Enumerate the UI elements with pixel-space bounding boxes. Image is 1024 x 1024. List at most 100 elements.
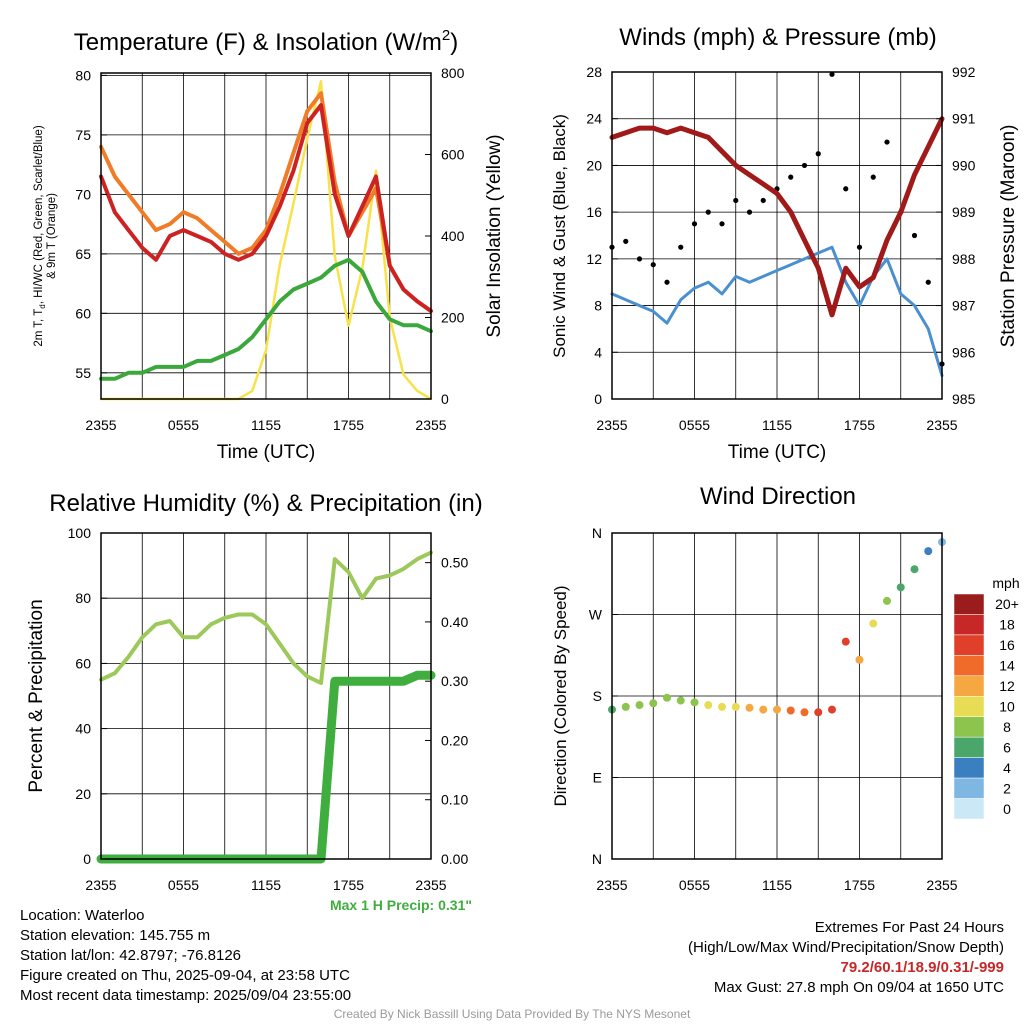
gust-point (636, 256, 643, 262)
y2-tick-label: 0.10 (441, 792, 468, 808)
legend-swatch (953, 777, 985, 799)
y2-tick-label: 992 (952, 64, 976, 80)
legend-label: 6 (1003, 739, 1011, 755)
y-tick-label: N (592, 525, 602, 541)
y2-tick-label: 0.40 (441, 614, 468, 630)
wind-right-ticks: 992 991 990 989 988 987 986 985 (936, 64, 976, 407)
x-tick-label: 2355 (415, 417, 446, 433)
gust-point (746, 209, 753, 215)
direction-point (621, 702, 630, 711)
direction-grid (611, 533, 943, 859)
sonic-wind-line (610, 245, 944, 378)
temperature-ylabel-left-2: & 9m T (Orange) (46, 193, 58, 279)
direction-point (828, 705, 836, 714)
gust-point (870, 174, 876, 180)
gust-point (925, 279, 931, 285)
gust-point (691, 221, 698, 227)
wind-series (609, 71, 945, 378)
x-tick-label: 1155 (251, 877, 281, 893)
temperature-x-ticks: 2355 0555 1155 1755 2355 (85, 417, 446, 433)
extremes-info: Extremes For Past 24 Hours (High/Low/Max… (688, 918, 1004, 998)
direction-point (690, 698, 699, 707)
temperature-title: Temperature (F) & Insolation (W/m2) (74, 27, 458, 56)
y-tick-label: 20 (75, 786, 91, 802)
direction-point (759, 705, 768, 714)
humidity-right-ticks: 0.50 0.40 0.30 0.20 0.10 0.00 (425, 555, 468, 867)
legend-swatch (953, 716, 985, 738)
legend-label: 2 (1003, 780, 1011, 796)
wind-plot-frame (611, 71, 943, 400)
direction-left-ticks: N W S E N (589, 525, 618, 867)
y2-tick-label: 600 (441, 147, 465, 163)
direction-point (704, 701, 713, 710)
direction-point (786, 706, 795, 715)
x-tick-label: 1755 (844, 417, 875, 433)
legend-label: 10 (999, 699, 1015, 715)
y2-tick-label: 985 (952, 391, 976, 407)
y-tick-label: 60 (75, 655, 91, 671)
direction-point (718, 702, 726, 711)
pressure-line (609, 116, 945, 318)
wind-grid (611, 72, 943, 399)
temperature-xlabel: Time (UTC) (217, 442, 316, 463)
recent-timestamp: Most recent data timestamp: 2025/09/04 2… (20, 987, 352, 1004)
x-tick-label: 0555 (679, 877, 710, 893)
gust-point (788, 174, 794, 180)
x-tick-label: 0555 (168, 877, 199, 893)
legend-swatch (953, 736, 985, 758)
x-tick-label: 0555 (168, 417, 199, 433)
legend-label: 8 (1003, 719, 1011, 735)
direction-point (869, 619, 878, 628)
direction-series (608, 538, 946, 717)
direction-point (841, 637, 850, 646)
y2-tick-label: 989 (952, 204, 976, 220)
direction-point (773, 705, 781, 714)
direction-title: Wind Direction (700, 483, 856, 510)
x-tick-label: 1155 (762, 877, 792, 893)
y-tick-label: 100 (68, 525, 92, 541)
gust-point (911, 232, 918, 239)
temperature-panel: Temperature (F) & Insolation (W/m2) 2355… (33, 27, 505, 463)
y2-tick-label: 986 (952, 344, 976, 360)
y2-tick-label: 987 (952, 298, 976, 314)
legend-swatch (953, 675, 985, 697)
temperature-2m-line (99, 103, 433, 313)
credit-line: Created By Nick Bassill Using Data Provi… (333, 1007, 691, 1021)
wind-ylabel-left: Sonic Wind & Gust (Blue, Black) (550, 114, 569, 358)
legend-label: 0 (1003, 801, 1011, 817)
wind-left-ticks: 28 24 20 16 12 8 4 0 (586, 64, 618, 407)
y2-tick-label: 0.50 (441, 555, 468, 571)
y-tick-label: 20 (586, 157, 602, 173)
dewpoint-line (99, 257, 433, 381)
gust-point (678, 244, 684, 250)
temperature-right-ticks: 800 600 400 200 0 (425, 65, 465, 407)
wind-title: Winds (mph) & Pressure (mb) (619, 24, 936, 51)
x-tick-label: 1155 (762, 417, 792, 433)
direction-point (910, 565, 919, 574)
y2-tick-label: 800 (441, 65, 465, 81)
wind-panel: Winds (mph) & Pressure (mb) 2355 0555 1155… (550, 24, 1019, 463)
gust-point (856, 244, 863, 250)
temperature-left-ticks: 80 75 70 65 60 55 (75, 67, 107, 381)
wind-ylabel-right: Station Pressure (Maroon) (998, 125, 1019, 348)
direction-point (663, 693, 671, 702)
direction-point (745, 703, 754, 712)
direction-point (883, 596, 891, 605)
gust-point (733, 197, 739, 204)
gust-point (664, 279, 670, 285)
y-tick-label: 80 (75, 67, 91, 83)
y-tick-label: 75 (75, 127, 91, 143)
direction-point (924, 547, 933, 556)
gust-point (815, 151, 821, 157)
legend-label: 16 (999, 637, 1015, 653)
x-tick-label: 1755 (333, 877, 364, 893)
direction-point (731, 702, 740, 711)
humidity-left-ticks: 100 80 60 40 20 0 (68, 525, 107, 867)
gust-point (719, 221, 725, 227)
y2-tick-label: 990 (952, 157, 976, 173)
y2-tick-label: 991 (952, 111, 976, 127)
y-tick-label: 4 (594, 344, 602, 360)
y-tick-label: W (589, 607, 603, 623)
humidity-ylabel-left: Percent & Precipitation (26, 599, 47, 792)
legend-label: 12 (999, 678, 1015, 694)
